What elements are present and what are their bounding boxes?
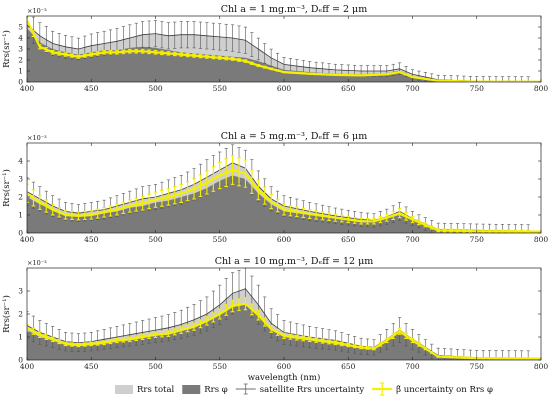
x-tick-label: 600 [277,362,292,371]
y-tick-label: 0 [18,356,23,365]
legend-item-errorbar: satellite Rrs uncertainty [235,383,365,395]
x-tick-label: 800 [534,84,549,93]
chart-title: Chl a = 5 mg.m⁻³, Dₑff = 6 μm [221,131,367,142]
y-exponent-label: ×10⁻³ [27,134,47,142]
legend-label: Rrs total [137,385,175,395]
x-tick-label: 800 [534,235,549,244]
series-beta-line [27,302,541,360]
legend: Rrs total Rrs φ satellite Rrs uncertainty β… [115,382,493,396]
y-exponent-label: ×10⁻³ [27,259,47,267]
x-tick-label: 700 [405,362,420,371]
x-tick-label: 400 [20,362,35,371]
y-axis-label: Rrs(sr⁻¹) [1,169,12,207]
y-tick-label: 3 [18,287,23,296]
legend-item-yellow-errorbar: β̃ uncertainty on Rrs φ [372,382,493,396]
x-tick-label: 650 [341,362,356,371]
y-tick-label: 3 [18,45,23,54]
legend-total-swatch [115,385,133,394]
x-tick-label: 650 [341,84,356,93]
x-tick-label: 550 [213,235,228,244]
x-tick-label: 500 [148,362,163,371]
x-tick-label: 600 [277,84,292,93]
x-tick-label: 450 [84,235,99,244]
x-tick-label: 400 [20,235,35,244]
y-tick-label: 1 [18,67,23,76]
x-tick-label: 500 [148,235,163,244]
x-tick-label: 750 [470,235,485,244]
chart-panel-2: 400 450 500 550 600 650 700 750 800 0 1 2 3 4 ×10⁻³ Chl… [1,131,548,244]
y-exponent-label: ×10⁻³ [27,7,47,15]
x-tick-label: 700 [405,84,420,93]
x-tick-label: 750 [470,84,485,93]
y-tick-label: 1 [18,211,23,220]
legend-label: β̃ uncertainty on Rrs φ [396,384,493,395]
x-tick-label: 450 [84,362,99,371]
x-tick-label: 600 [277,235,292,244]
legend-label: satellite Rrs uncertainty [260,385,365,395]
y-tick-label: 2 [18,193,23,202]
legend-label: Rrs φ [204,385,228,395]
y-tick-label: 3 [18,175,23,184]
y-tick-label: 2 [18,310,23,319]
x-tick-label: 450 [84,84,99,93]
y-tick-label: 2 [18,56,23,65]
legend-phi-swatch [182,385,201,394]
y-tick-label: 4 [18,157,23,166]
series-beta-line [27,19,541,82]
x-tick-label: 800 [534,362,549,371]
series-phi-area [27,175,541,233]
series-total-line [27,24,541,82]
chart-panel-3: 400 450 500 550 600 650 700 750 800 0 1 2 3 ×10⁻³ Chl … [1,256,548,383]
x-tick-label: 650 [341,235,356,244]
plot-area [27,16,541,82]
x-tick-label: 750 [470,362,485,371]
y-tick-label: 0 [18,229,23,238]
chart-title: Chl a = 10 mg.m⁻³, Dₑff = 12 μm [215,256,374,267]
chart-panel-1: 400 450 500 550 600 650 700 750 800 0 1 2 3 4 5 ×10⁻³ Ch… [1,4,548,93]
y-axis-label: Rrs(sr⁻¹) [1,295,12,333]
y-tick-label: 5 [18,23,23,32]
y-tick-label: 4 [18,34,23,43]
x-tick-label: 400 [20,84,35,93]
x-tick-label: 700 [405,235,420,244]
x-axis-label: wavelength (nm) [248,372,321,383]
x-tick-label: 550 [213,84,228,93]
plot-area [27,144,541,233]
chart-title: Chl a = 1 mg.m⁻³, Dₑff = 2 μm [221,4,367,15]
series-phi-area [27,28,541,82]
x-tick-label: 500 [148,84,163,93]
plot-area [27,268,541,360]
legend-item-total-swatch: Rrs total [115,385,175,395]
y-axis-label: Rrs(sr⁻¹) [1,30,12,68]
y-tick-label: 0 [18,78,23,87]
y-tick-label: 1 [18,333,23,342]
series-beta-line [27,168,541,233]
legend-item-phi-swatch: Rrs φ [182,385,228,395]
x-tick-label: 550 [213,362,228,371]
